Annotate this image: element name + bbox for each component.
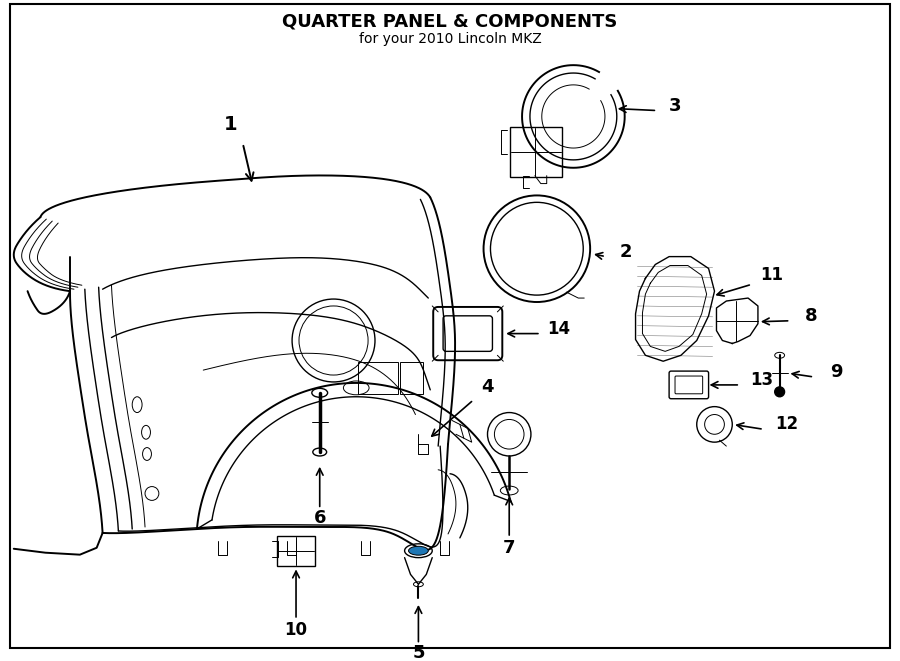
- Text: 1: 1: [224, 115, 238, 134]
- Text: 3: 3: [669, 97, 681, 114]
- Text: 7: 7: [503, 539, 516, 557]
- Text: 12: 12: [775, 415, 798, 434]
- Text: 13: 13: [751, 371, 773, 389]
- Ellipse shape: [409, 546, 428, 555]
- Text: for your 2010 Lincoln MKZ: for your 2010 Lincoln MKZ: [358, 32, 542, 46]
- Text: 14: 14: [547, 319, 570, 338]
- Text: 2: 2: [619, 243, 632, 260]
- Text: 6: 6: [313, 509, 326, 527]
- Text: QUARTER PANEL & COMPONENTS: QUARTER PANEL & COMPONENTS: [283, 13, 617, 30]
- Text: 9: 9: [830, 363, 842, 381]
- Text: 10: 10: [284, 621, 308, 639]
- Text: 11: 11: [760, 266, 783, 284]
- Text: 4: 4: [482, 378, 494, 396]
- Text: 8: 8: [805, 307, 817, 325]
- Text: 5: 5: [412, 644, 425, 661]
- Circle shape: [775, 387, 785, 397]
